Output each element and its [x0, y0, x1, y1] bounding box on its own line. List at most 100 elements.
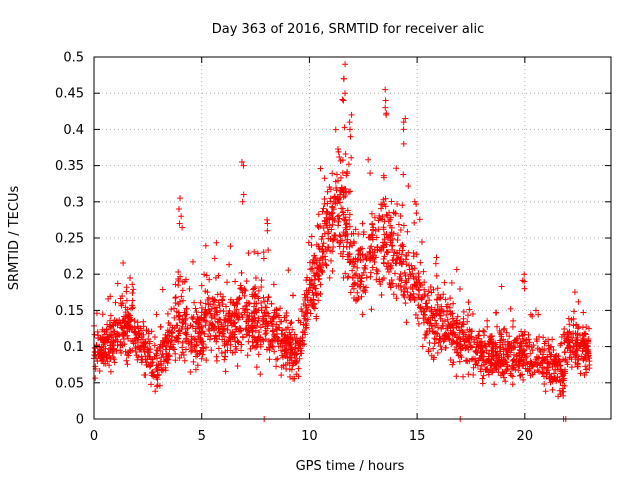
data-point — [208, 313, 215, 320]
data-point — [190, 358, 197, 365]
data-point — [574, 363, 581, 370]
data-point — [458, 354, 465, 361]
data-point — [165, 329, 172, 336]
data-point — [176, 313, 183, 320]
data-point — [397, 212, 404, 219]
data-point — [461, 338, 468, 345]
data-point — [416, 216, 423, 223]
data-point — [438, 346, 445, 353]
data-point — [265, 294, 272, 301]
data-point — [234, 338, 241, 345]
data-point — [164, 310, 171, 317]
data-point — [187, 368, 194, 375]
data-point — [240, 191, 247, 198]
data-point — [134, 356, 141, 363]
data-point — [552, 377, 559, 384]
data-point — [99, 311, 106, 318]
data-point — [403, 252, 410, 259]
data-point — [344, 170, 351, 177]
data-point — [317, 165, 324, 172]
data-point — [340, 75, 347, 82]
data-point — [415, 320, 422, 327]
data-point — [502, 378, 509, 385]
y-tick-label: 0 — [76, 413, 84, 428]
data-point — [545, 342, 552, 349]
data-point — [319, 259, 326, 266]
data-point — [394, 200, 401, 207]
data-point — [539, 355, 546, 362]
y-tick-label: 0.3 — [63, 195, 84, 210]
data-point — [520, 360, 527, 367]
data-point — [200, 314, 207, 321]
data-point — [577, 332, 584, 339]
data-point — [273, 356, 280, 363]
data-point — [437, 343, 444, 350]
data-point — [360, 269, 367, 276]
data-point — [433, 296, 440, 303]
data-point — [429, 328, 436, 335]
data-point — [186, 285, 193, 292]
data-point — [216, 333, 223, 340]
data-point — [106, 362, 113, 369]
data-point — [412, 311, 419, 318]
data-point — [298, 350, 305, 357]
data-point — [564, 336, 571, 343]
data-point — [263, 304, 270, 311]
data-point — [172, 357, 179, 364]
data-point — [510, 356, 517, 363]
data-point — [429, 323, 436, 330]
data-point — [419, 343, 426, 350]
data-point — [176, 220, 183, 227]
data-point — [484, 366, 491, 373]
data-point — [273, 363, 280, 370]
x-tick-label: 20 — [517, 429, 534, 444]
data-point — [350, 256, 357, 263]
data-point — [182, 346, 189, 353]
data-point — [329, 203, 336, 210]
data-point — [431, 335, 438, 342]
data-point — [334, 177, 341, 184]
data-point — [564, 345, 571, 352]
data-point — [527, 311, 534, 318]
data-point — [178, 351, 185, 358]
data-point — [355, 230, 362, 237]
data-point — [143, 327, 150, 334]
data-point — [180, 297, 187, 304]
data-point — [293, 371, 300, 378]
data-point — [295, 365, 302, 372]
data-point — [510, 317, 517, 324]
data-point — [571, 289, 578, 296]
data-point — [255, 317, 262, 324]
data-point — [197, 330, 204, 337]
data-point — [224, 347, 231, 354]
data-point — [522, 365, 529, 372]
data-point — [531, 369, 538, 376]
data-point — [307, 266, 314, 273]
y-tick-label: 0.45 — [55, 87, 84, 102]
data-point — [505, 341, 512, 348]
data-point — [218, 349, 225, 356]
data-point — [216, 316, 223, 323]
data-point — [407, 293, 414, 300]
data-point — [315, 243, 322, 250]
data-point — [342, 217, 349, 224]
data-point — [255, 351, 262, 358]
data-point — [552, 358, 559, 365]
data-point — [573, 340, 580, 347]
data-point — [402, 300, 409, 307]
data-point — [577, 370, 584, 377]
data-point — [131, 318, 138, 325]
data-point — [439, 322, 446, 329]
data-point — [369, 221, 376, 228]
data-point — [212, 332, 219, 339]
data-point — [164, 333, 171, 340]
data-point — [103, 335, 110, 342]
data-point — [159, 367, 166, 374]
data-point — [507, 305, 514, 312]
data-point — [175, 301, 182, 308]
data-point — [533, 354, 540, 361]
data-point — [477, 368, 484, 375]
data-point — [344, 256, 351, 263]
data-point — [111, 317, 118, 324]
data-point — [332, 200, 339, 207]
